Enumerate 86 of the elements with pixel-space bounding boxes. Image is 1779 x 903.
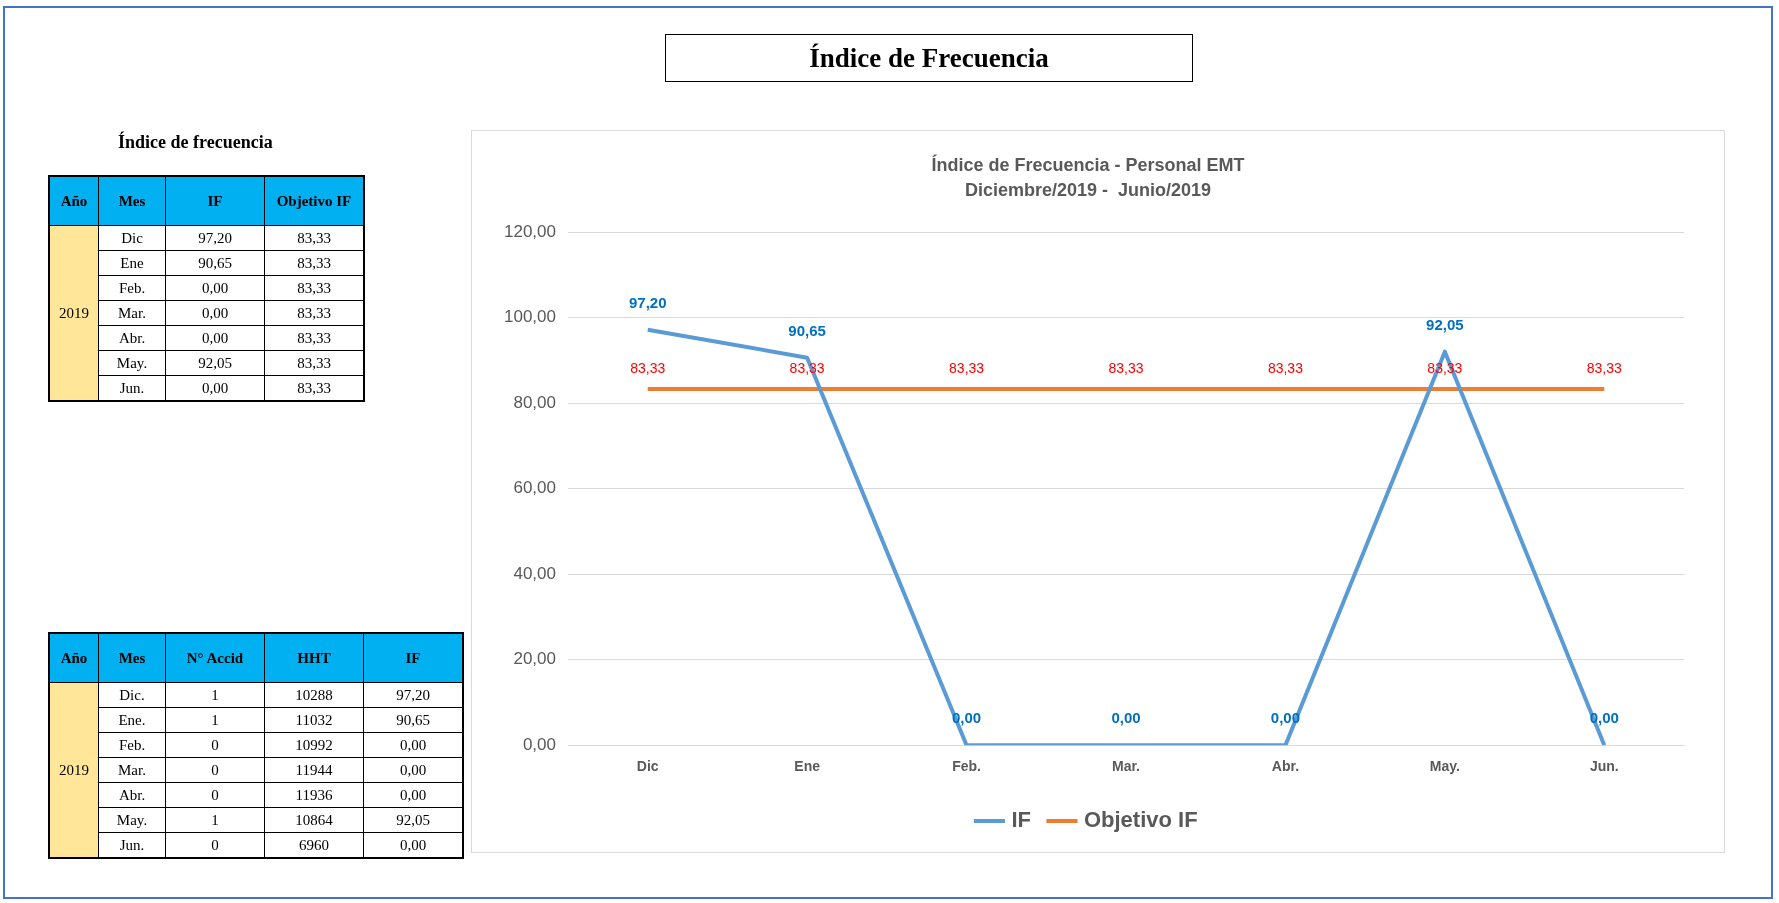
y-tick-label: 80,00 (513, 392, 556, 412)
data-label: 1 (165, 807, 265, 833)
y-tick-label: Jun. (98, 832, 166, 858)
data-label: 0,00 (165, 325, 265, 351)
data-label: 0 (165, 782, 265, 808)
data-label: 90,65 (363, 707, 463, 733)
data-label: 0,00 (363, 757, 463, 783)
data-label: 0 (165, 732, 265, 758)
x-tick-label: Ene (794, 758, 821, 775)
chart-subtitle: Diciembre/2019 - Junio/2019 (964, 180, 1212, 201)
y-tick-label: 40,00 (513, 563, 556, 583)
data-label: 10864 (264, 807, 364, 833)
y-tick-label: Abr. (98, 782, 166, 808)
y-tick-label: Jun. (98, 375, 166, 401)
x-tick-label: Jun. (1589, 758, 1619, 775)
y-tick-label: Mar. (98, 300, 166, 326)
text: Año (49, 633, 99, 683)
y-tick-label: Dic (98, 225, 166, 251)
x-tick-label: HHT (264, 633, 364, 683)
data-label: 11936 (264, 782, 364, 808)
data-label: 1 (165, 682, 265, 708)
data-label: 83,33 (1267, 359, 1304, 376)
data-label: 83,33 (264, 350, 364, 376)
data-label: 97,20 (363, 682, 463, 708)
x-tick-label: Dic (636, 758, 659, 775)
legend-label: Objetivo IF (1083, 807, 1198, 833)
data-label: 97,20 (165, 225, 265, 251)
y-tick-label: Feb. (98, 275, 166, 301)
data-label: 11944 (264, 757, 364, 783)
data-label: 0,00 (363, 732, 463, 758)
data-label: 1 (165, 707, 265, 733)
data-label: 6960 (264, 832, 364, 858)
data-label: 83,33 (1586, 359, 1623, 376)
y-tick-label: Ene (98, 250, 166, 276)
x-tick-label: Mar. (1111, 758, 1141, 775)
legend-label: IF (1011, 807, 1031, 833)
y-tick-label: May. (98, 350, 166, 376)
data-label: 83,33 (264, 325, 364, 351)
text: Mes (98, 633, 166, 683)
data-label: 83,33 (264, 300, 364, 326)
data-label: 0 (165, 832, 265, 858)
y-tick-label: 20,00 (513, 649, 556, 669)
data-label: 0,00 (165, 300, 265, 326)
y-tick-label: 120,00 (504, 221, 556, 241)
text: Año (49, 176, 99, 226)
x-tick-label: N° Accid (165, 633, 265, 683)
y-tick-label: 60,00 (513, 478, 556, 498)
data-label: 97,20 (628, 293, 667, 311)
data-label: 83,33 (1108, 359, 1144, 376)
data-label: 0,00 (165, 375, 265, 401)
data-label: 10288 (264, 682, 364, 708)
chart-title: Índice de frecuencia (118, 132, 274, 153)
data-label: 0,00 (363, 782, 463, 808)
data-label: 90,65 (165, 250, 265, 276)
data-label: 0,00 (165, 275, 265, 301)
data-label: 83,33 (264, 275, 364, 301)
x-tick-label: May. (1429, 758, 1460, 775)
y-tick-label: 100,00 (504, 307, 556, 327)
data-label: 10992 (264, 732, 364, 758)
data-label: 83,33 (264, 250, 364, 276)
data-label: 92,05 (165, 350, 265, 376)
data-label: 0,00 (1111, 709, 1141, 727)
x-tick-label: Feb. (952, 758, 981, 775)
y-tick-label: May. (98, 807, 166, 833)
x-tick-label: Abr. (1271, 758, 1300, 775)
data-label: 92,05 (363, 807, 463, 833)
y-tick-label: Feb. (98, 732, 166, 758)
data-label: 0,00 (363, 832, 463, 858)
data-label: 83,33 (630, 359, 666, 376)
data-label: 83,33 (264, 375, 364, 401)
data-label: 11032 (264, 707, 364, 733)
text: Mes (98, 176, 166, 226)
data-label: 83,33 (264, 225, 364, 251)
data-label: 0 (165, 757, 265, 783)
chart-title: Índice de Frecuencia - Personal EMT (931, 153, 1245, 175)
y-tick-label: Dic. (98, 682, 166, 708)
x-tick-label: IF (363, 633, 463, 683)
y-tick-label: 0,00 (522, 734, 556, 754)
data-label: 92,05 (1426, 315, 1464, 333)
y-tick-label: Abr. (98, 325, 166, 351)
text: 2019 (49, 682, 99, 858)
y-tick-label: Ene. (98, 707, 166, 733)
data-label: 83,33 (949, 359, 985, 376)
data-label: 90,65 (788, 321, 826, 339)
text: 2019 (49, 225, 99, 401)
text: Índice de Frecuencia (809, 42, 1049, 74)
